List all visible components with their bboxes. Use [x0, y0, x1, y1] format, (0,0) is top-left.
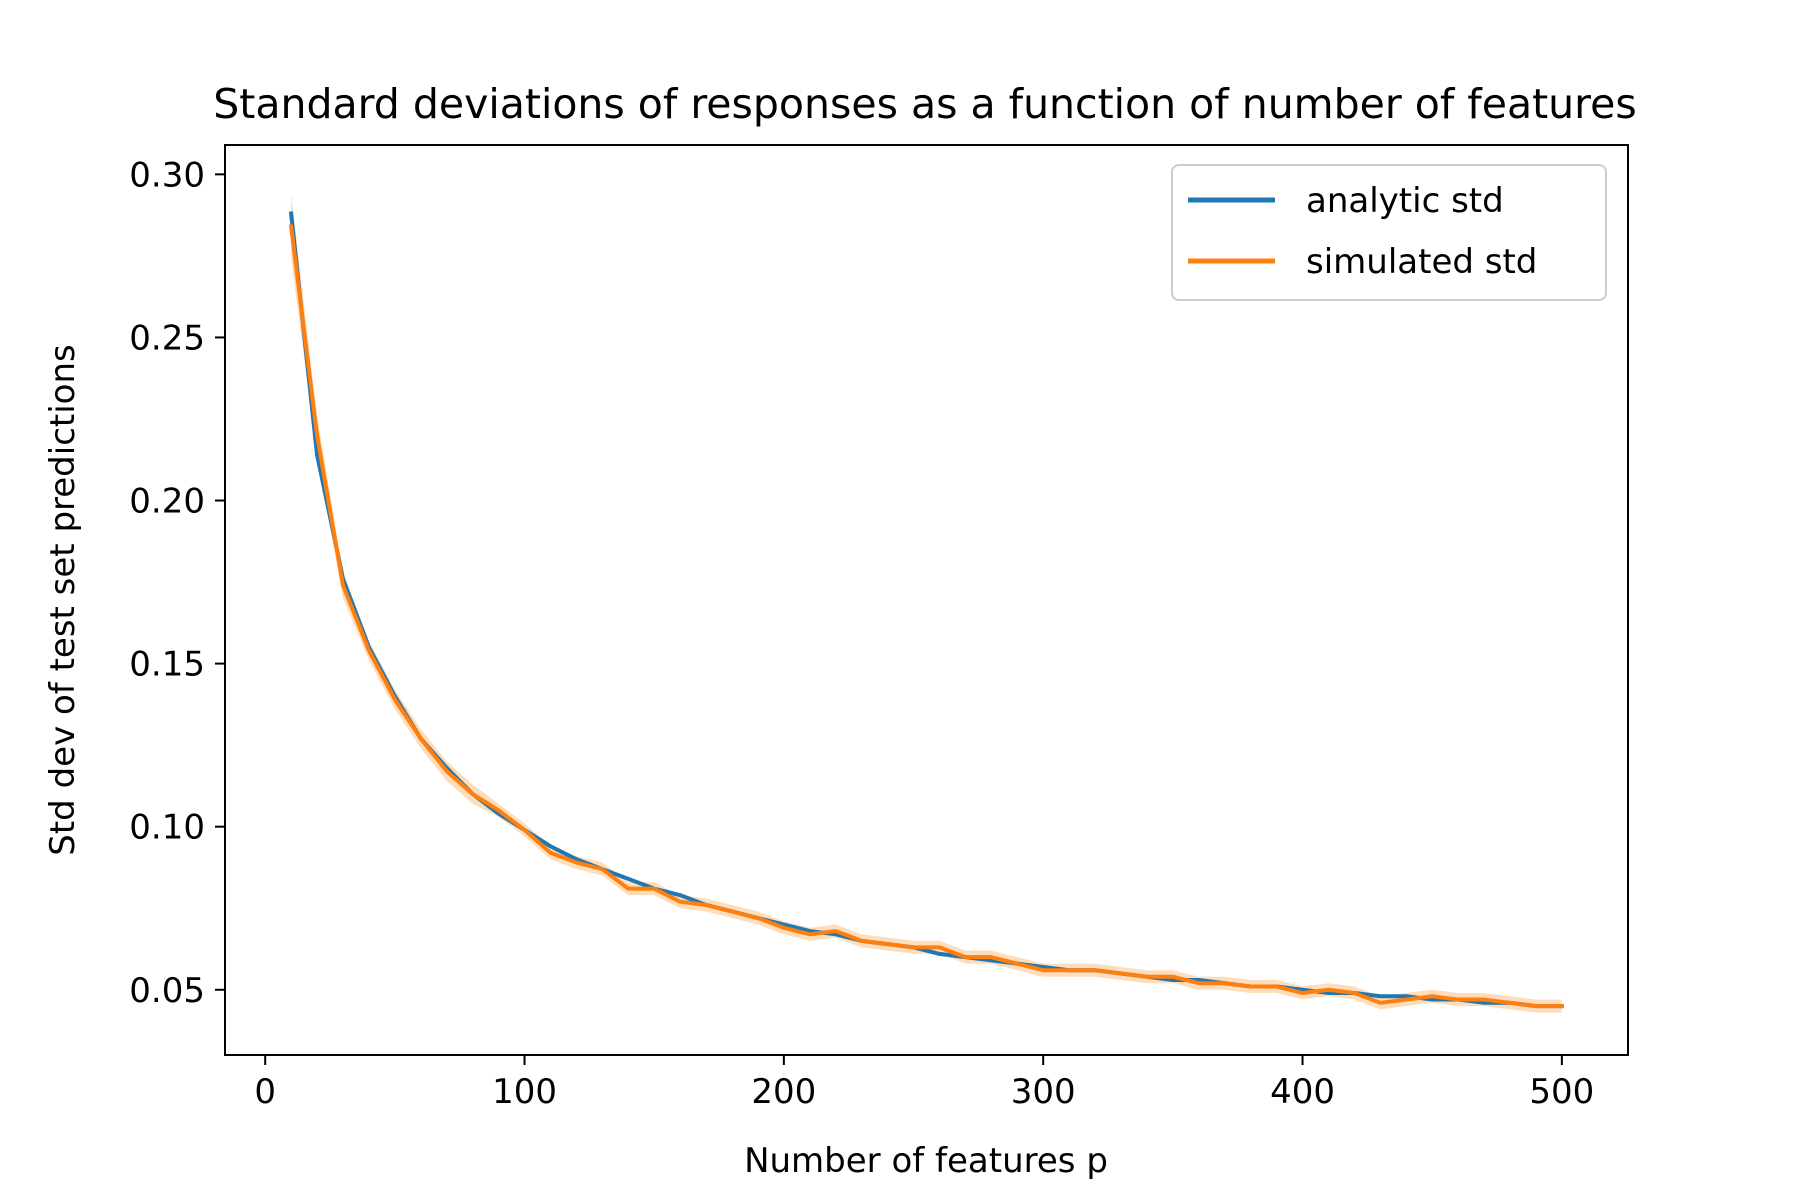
series-layer — [288, 193, 1564, 1013]
x-axis-ticks: 0 100 200 300 400 500 — [254, 1055, 1594, 1112]
y-tick-label: 0.05 — [129, 971, 205, 1011]
y-tick-label: 0.25 — [129, 318, 205, 358]
x-axis-label: Number of features p — [744, 1141, 1108, 1181]
y-tick-label: 0.20 — [129, 482, 205, 522]
y-tick-label: 0.15 — [129, 645, 205, 685]
chart-title: Standard deviations of responses as a fu… — [213, 80, 1636, 128]
x-tick-label: 0 — [254, 1072, 276, 1112]
x-tick-label: 400 — [1270, 1072, 1335, 1112]
y-tick-label: 0.30 — [129, 155, 205, 195]
x-tick-label: 100 — [492, 1072, 557, 1112]
y-tick-label: 0.10 — [129, 808, 205, 848]
plot-frame — [224, 144, 1629, 1056]
legend-box — [1171, 164, 1607, 301]
legend: analytic std simulated std — [1171, 164, 1607, 301]
simulated-std-line — [288, 224, 1564, 1009]
x-tick-label: 200 — [751, 1072, 816, 1112]
legend-label-simulated: simulated std — [1306, 242, 1537, 282]
y-axis-label: Std dev of test set predictions — [43, 344, 83, 855]
x-tick-label: 500 — [1529, 1072, 1594, 1112]
legend-label-analytic: analytic std — [1306, 181, 1504, 221]
x-tick-label: 300 — [1011, 1072, 1076, 1112]
y-axis-ticks: 0.05 0.10 0.15 0.20 0.25 0.30 — [129, 155, 225, 1011]
